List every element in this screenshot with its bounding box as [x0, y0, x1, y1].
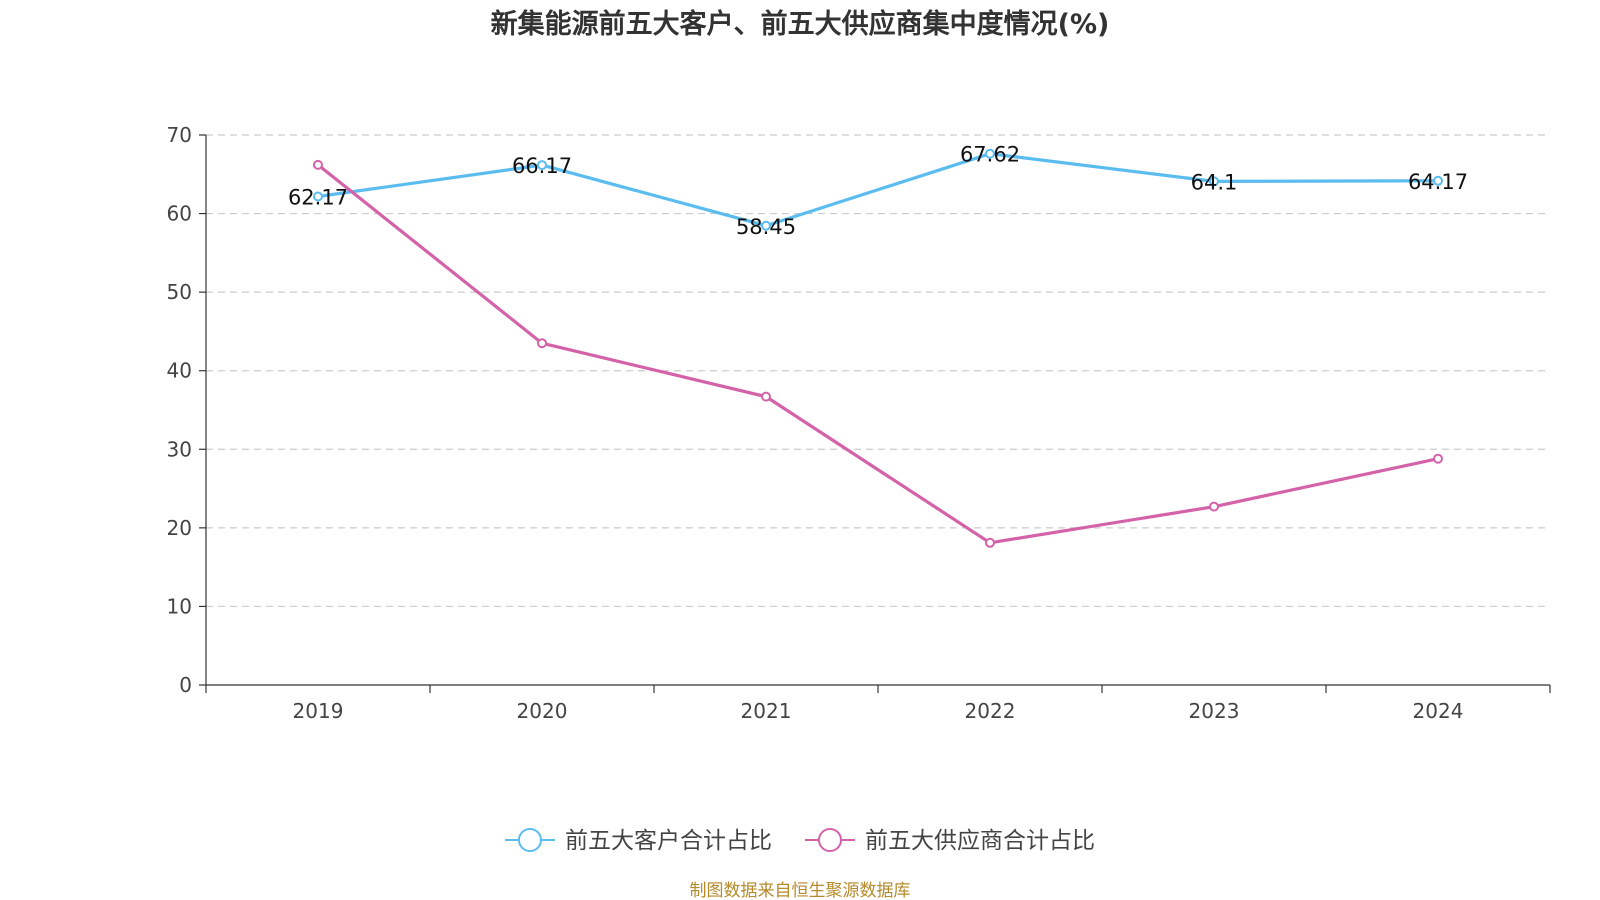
data-point	[1433, 453, 1443, 464]
data-point	[313, 159, 323, 170]
source-note: 制图数据来自恒生聚源数据库	[690, 881, 911, 900]
data-point	[537, 160, 547, 171]
x-tick-label: 2023	[1189, 699, 1240, 723]
x-tick-label: 2021	[741, 699, 792, 723]
y-tick-label: 30	[167, 437, 192, 461]
x-tick-label: 2019	[293, 699, 344, 723]
legend-label: 前五大供应商合计占比	[865, 828, 1095, 854]
legend-marker	[818, 828, 842, 852]
data-point	[537, 338, 547, 349]
grid-lines	[206, 134, 1550, 608]
data-labels: 62.17 66.17 58.45 67.62 64.1 64.17	[288, 143, 1468, 239]
data-label: 64.1	[1191, 170, 1238, 194]
series-line-2	[317, 163, 1439, 545]
y-tick-label: 20	[167, 516, 192, 540]
x-tick-label: 2022	[965, 699, 1016, 723]
axes	[199, 134, 1551, 693]
legend-label: 前五大客户合计占比	[565, 828, 772, 854]
x-tick-label: 2020	[517, 699, 568, 723]
legend-marker	[518, 828, 542, 852]
chart-title: 新集能源前五大客户、前五大供应商集中度情况(%)	[491, 8, 1110, 40]
data-label: 64.17	[1408, 170, 1468, 194]
data-label: 58.45	[736, 215, 796, 239]
data-point	[985, 537, 995, 548]
legend[interactable]: 前五大客户合计占比 前五大供应商合计占比	[505, 828, 1095, 854]
x-tick-label: 2024	[1413, 699, 1464, 723]
y-tick-label: 50	[167, 280, 192, 304]
legend-item-2[interactable]: 前五大供应商合计占比	[805, 828, 1095, 854]
data-label: 67.62	[960, 143, 1020, 167]
y-tick-label: 10	[167, 594, 192, 618]
data-point	[1209, 501, 1219, 512]
data-point	[761, 391, 771, 402]
data-point	[1209, 176, 1219, 187]
data-points	[313, 148, 1443, 548]
y-tick-label: 70	[167, 123, 192, 147]
series-lines	[317, 152, 1439, 545]
data-point	[985, 148, 995, 159]
data-point	[1433, 175, 1443, 186]
y-tick-label: 60	[167, 202, 192, 226]
data-label: 66.17	[512, 154, 572, 178]
y-tick-label: 0	[179, 673, 192, 697]
data-label: 62.17	[288, 186, 348, 210]
data-point	[313, 191, 323, 202]
legend-item-1[interactable]: 前五大客户合计占比	[505, 828, 772, 854]
series-line-1	[317, 152, 1439, 228]
y-tick-label: 40	[167, 359, 192, 383]
data-point	[761, 220, 771, 231]
tick-labels: 0 10 20 30 40 50 60 70 2019 2020 2021 2022 2023 2024	[167, 123, 1464, 723]
